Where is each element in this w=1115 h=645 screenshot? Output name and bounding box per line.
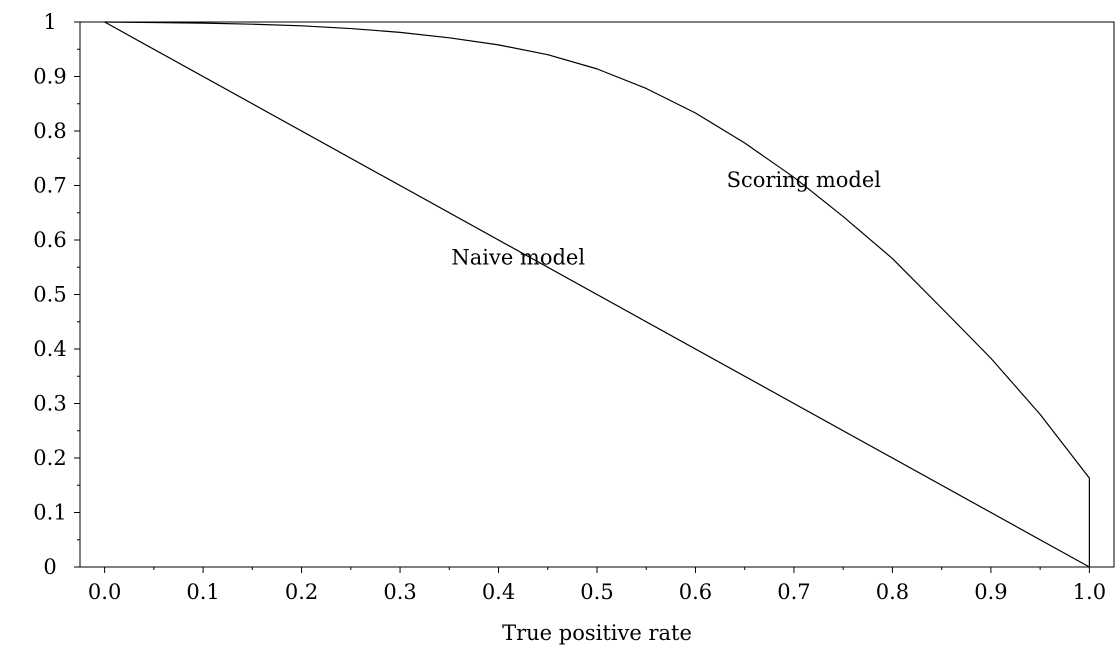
x-tick-label: 0.2 (285, 580, 318, 604)
y-tick-label: 0.8 (33, 119, 66, 143)
y-tick-label: 0.3 (33, 392, 66, 416)
x-axis-title: True positive rate (502, 621, 692, 645)
y-tick-label: 0.9 (33, 65, 66, 89)
annotation-layer: Naive model Scoring model (451, 168, 881, 269)
series-layer (104, 21, 1090, 568)
y-tick-label: 1 (43, 10, 56, 34)
y-axis: 0 0.1 0.2 0.3 0.4 0.5 0.6 0.7 0.8 0.9 1 (33, 10, 80, 579)
y-tick-label: 0.4 (33, 337, 66, 361)
y-tick-label: 0 (43, 555, 56, 579)
x-tick-label: 0.4 (482, 580, 515, 604)
x-tick-label: 0.5 (580, 580, 613, 604)
y-tick-label: 0.5 (33, 283, 66, 307)
y-tick-label: 0.2 (33, 446, 66, 470)
x-tick-label: 0.8 (876, 580, 909, 604)
scoring-model-label: Scoring model (727, 168, 882, 192)
naive-model-label: Naive model (451, 246, 585, 270)
x-tick-label: 0.9 (974, 580, 1007, 604)
x-tick-label: 1.0 (1073, 580, 1106, 604)
x-tick-label: 0.6 (679, 580, 712, 604)
scoring-model-line (104, 21, 1090, 567)
naive-model-line (104, 21, 1090, 568)
x-tick-label: 0.3 (383, 580, 416, 604)
x-tick-label: 0.1 (186, 580, 219, 604)
y-tick-label: 0.7 (33, 174, 66, 198)
x-axis: 0.0 0.1 0.2 0.3 0.4 0.5 0.6 0.7 0.8 0.9 1.0 (88, 567, 1106, 604)
x-tick-label: 0.0 (88, 580, 121, 604)
x-tick-label: 0.7 (777, 580, 810, 604)
y-tick-label: 0.6 (33, 228, 66, 252)
y-tick-label: 0.1 (33, 501, 66, 525)
